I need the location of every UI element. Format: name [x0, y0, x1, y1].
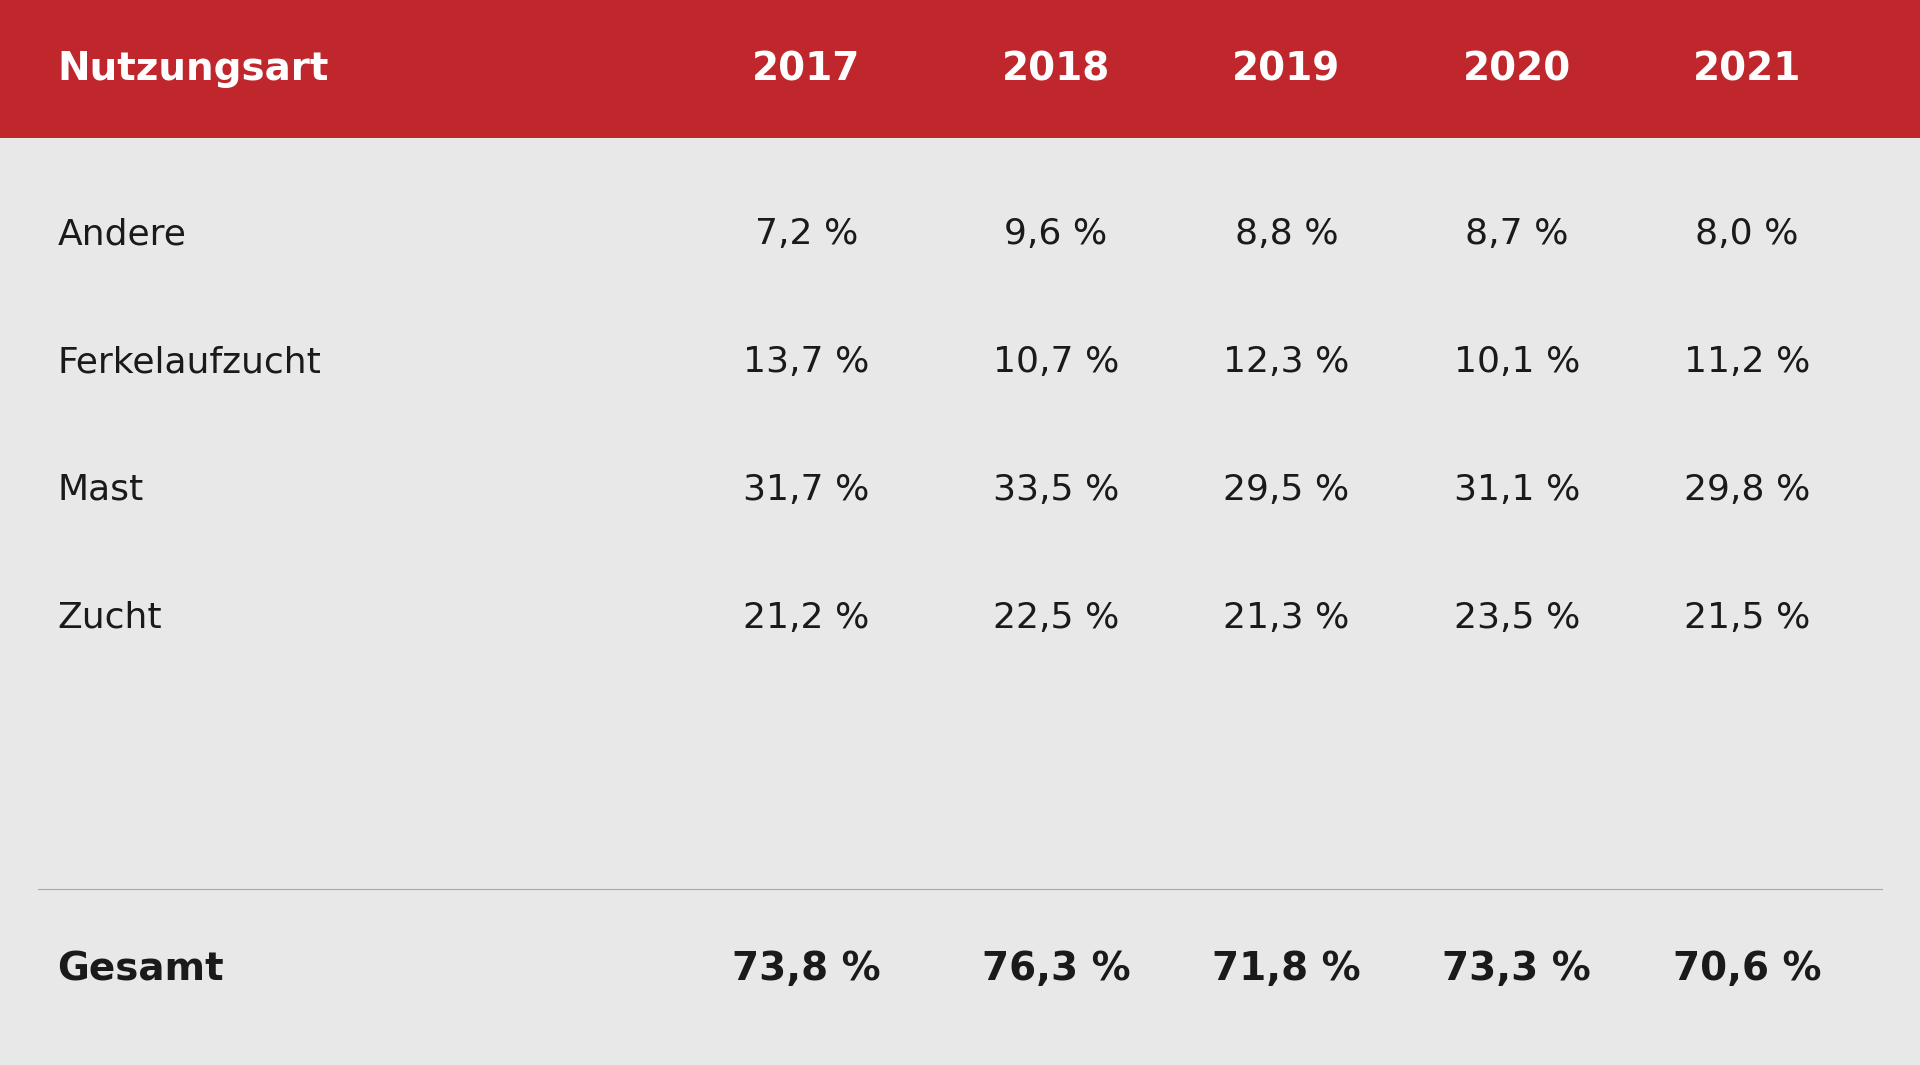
- Text: 8,7 %: 8,7 %: [1465, 217, 1569, 251]
- Text: 2019: 2019: [1233, 50, 1340, 88]
- Text: 13,7 %: 13,7 %: [743, 345, 870, 379]
- Text: Zucht: Zucht: [58, 601, 161, 635]
- Text: 21,3 %: 21,3 %: [1223, 601, 1350, 635]
- Text: 10,1 %: 10,1 %: [1453, 345, 1580, 379]
- Text: 2021: 2021: [1693, 50, 1801, 88]
- Text: 11,2 %: 11,2 %: [1684, 345, 1811, 379]
- Text: 23,5 %: 23,5 %: [1453, 601, 1580, 635]
- Text: 2018: 2018: [1002, 50, 1110, 88]
- Text: 7,2 %: 7,2 %: [755, 217, 858, 251]
- Text: 10,7 %: 10,7 %: [993, 345, 1119, 379]
- Text: 33,5 %: 33,5 %: [993, 473, 1119, 507]
- Text: 73,3 %: 73,3 %: [1442, 950, 1592, 988]
- Text: 22,5 %: 22,5 %: [993, 601, 1119, 635]
- Text: 8,0 %: 8,0 %: [1695, 217, 1799, 251]
- Text: Nutzungsart: Nutzungsart: [58, 50, 328, 88]
- Text: 8,8 %: 8,8 %: [1235, 217, 1338, 251]
- Text: Mast: Mast: [58, 473, 144, 507]
- Text: 70,6 %: 70,6 %: [1672, 950, 1822, 988]
- Text: 31,1 %: 31,1 %: [1453, 473, 1580, 507]
- Text: 29,5 %: 29,5 %: [1223, 473, 1350, 507]
- Text: 71,8 %: 71,8 %: [1212, 950, 1361, 988]
- Text: Gesamt: Gesamt: [58, 950, 225, 988]
- Text: 29,8 %: 29,8 %: [1684, 473, 1811, 507]
- Text: Andere: Andere: [58, 217, 186, 251]
- Bar: [0, 0, 1920, 138]
- Text: 21,2 %: 21,2 %: [743, 601, 870, 635]
- Text: 2020: 2020: [1463, 50, 1571, 88]
- Text: Ferkelaufzucht: Ferkelaufzucht: [58, 345, 321, 379]
- Text: 12,3 %: 12,3 %: [1223, 345, 1350, 379]
- Text: 73,8 %: 73,8 %: [732, 950, 881, 988]
- Text: 31,7 %: 31,7 %: [743, 473, 870, 507]
- Text: 9,6 %: 9,6 %: [1004, 217, 1108, 251]
- Text: 76,3 %: 76,3 %: [981, 950, 1131, 988]
- Text: 2017: 2017: [753, 50, 860, 88]
- Text: 21,5 %: 21,5 %: [1684, 601, 1811, 635]
